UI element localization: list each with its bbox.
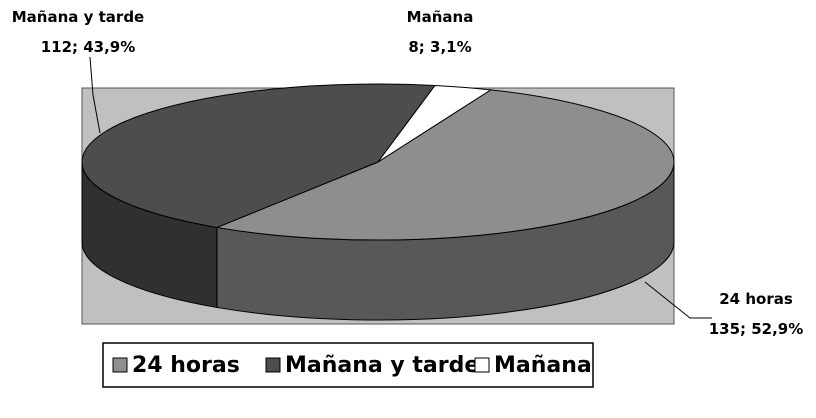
data-label-24-horas-name: 24 horas <box>719 290 793 308</box>
legend-label-manana-y-tarde: Mañana y tarde <box>285 353 479 378</box>
legend-swatch-manana-y-tarde <box>265 357 281 373</box>
data-label-manana-y-tarde-value: 112; 43,9% <box>41 38 136 56</box>
legend-swatch-manana <box>474 357 490 373</box>
legend-box <box>102 342 594 388</box>
pie-slice-24-horas <box>215 89 675 241</box>
legend-swatch-24-horas <box>112 357 128 373</box>
leader-line-manana-y-tarde <box>89 56 101 134</box>
legend-label-manana: Mañana <box>494 353 592 378</box>
data-label-24-horas-value: 135; 52,9% <box>709 320 804 338</box>
data-label-manana-y-tarde-name: Mañana y tarde <box>12 8 144 26</box>
data-label-manana-name: Mañana <box>407 8 474 26</box>
data-label-manana-value: 8; 3,1% <box>408 38 471 56</box>
leader-line-24-horas <box>644 281 712 319</box>
pie-slice-manana <box>377 84 493 163</box>
legend-label-24-horas: 24 horas <box>132 353 240 378</box>
pie-slice-manana-y-tarde <box>81 83 436 228</box>
legend: 24 horas Mañana y tarde Mañana <box>102 342 594 388</box>
pie-layer <box>81 83 675 321</box>
